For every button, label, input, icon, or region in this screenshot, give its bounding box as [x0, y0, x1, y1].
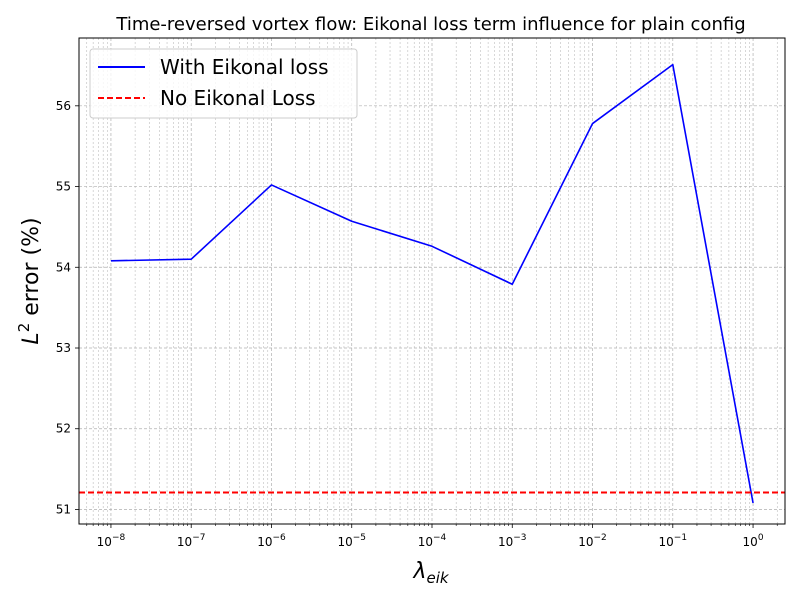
x-tick-label: 10−1	[659, 533, 688, 549]
plot-area: 10−8 10−7 10−6 10−5 10−4 10−3 10−2 10−1 10051525…	[56, 37, 786, 549]
x-tick-label-exponent: −1	[674, 533, 687, 543]
series-layer	[79, 63, 785, 504]
x-axis-label: λeik	[412, 559, 449, 587]
x-tick-label-base: 10	[743, 535, 758, 549]
legend: With Eikonal loss No Eikonal Loss	[89, 48, 358, 119]
y-tick-label: 51	[56, 502, 71, 516]
x-tick-label-base: 10	[418, 535, 433, 549]
y-tick-label: 53	[56, 341, 71, 355]
x-tick-label-exponent: −2	[594, 533, 607, 543]
x-tick-label-exponent: −7	[192, 533, 205, 543]
ticks: 10−8 10−7 10−6 10−5 10−4 10−3 10−2 10−1 10051525…	[56, 99, 778, 549]
x-tick-label-base: 10	[578, 535, 593, 549]
x-tick-label-exponent: 0	[758, 533, 764, 543]
x-tick-label: 10−4	[418, 533, 447, 549]
chart-title: Time-reversed vortex flow: Eikonal loss …	[115, 14, 745, 35]
y-tick-label: 56	[56, 99, 71, 113]
x-tick-label-exponent: −5	[353, 533, 366, 543]
x-tick-label: 10−5	[337, 533, 366, 549]
series-with-eikonal-loss-line	[110, 63, 754, 504]
x-tick-label: 10−8	[97, 533, 126, 549]
y-tick-label: 54	[56, 260, 71, 274]
legend-box	[89, 48, 358, 119]
x-tick-label-exponent: −4	[433, 533, 447, 543]
x-tick-label-base: 10	[177, 535, 192, 549]
y-axis-label-text: error (%)	[19, 217, 44, 322]
x-tick-label-base: 10	[498, 535, 513, 549]
x-tick-label-exponent: −3	[513, 533, 526, 543]
legend-label: No Eikonal Loss	[160, 86, 316, 110]
x-tick-label: 100	[743, 533, 764, 549]
legend-label: With Eikonal loss	[160, 55, 329, 79]
x-axis-label-symbol: λ	[412, 559, 426, 584]
x-tick-label-exponent: −8	[112, 533, 126, 543]
x-tick-label-base: 10	[659, 535, 674, 549]
y-tick-label: 55	[56, 180, 71, 194]
x-tick-label-exponent: −6	[272, 533, 286, 543]
y-axis-label-superscript: 2	[15, 323, 33, 333]
grid	[79, 38, 785, 524]
x-tick-label: 10−6	[257, 533, 286, 549]
x-tick-label: 10−7	[177, 533, 206, 549]
x-tick-label-base: 10	[337, 535, 352, 549]
x-tick-label: 10−3	[498, 533, 527, 549]
y-axis-label: L2 error (%)	[15, 217, 44, 344]
y-tick-label: 52	[56, 422, 71, 436]
x-tick-label: 10−2	[578, 533, 607, 549]
x-axis-label-subscript: eik	[426, 569, 449, 587]
y-axis-label-symbol: L	[19, 332, 44, 344]
x-tick-label-base: 10	[257, 535, 272, 549]
x-tick-label-base: 10	[97, 535, 112, 549]
